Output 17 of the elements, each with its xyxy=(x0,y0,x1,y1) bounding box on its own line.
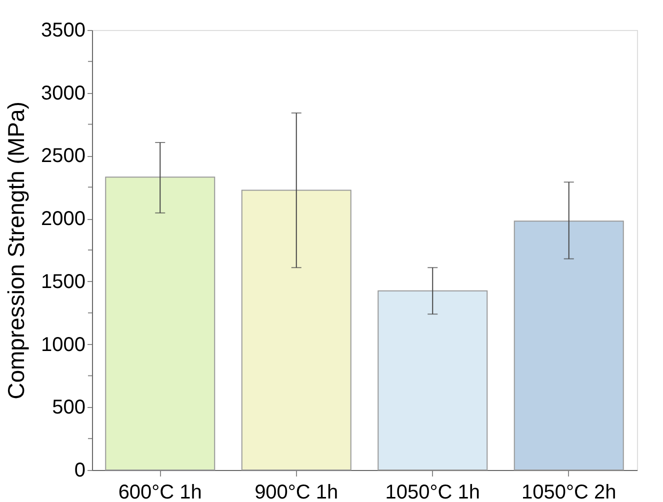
y-tick-label: 3500 xyxy=(41,20,86,42)
bar xyxy=(378,290,488,470)
y-tick-label: 500 xyxy=(52,396,86,419)
x-tick-label: 1050°C 1h xyxy=(385,482,480,502)
bar xyxy=(514,220,624,470)
y-tick-label: 1500 xyxy=(41,270,86,293)
bar xyxy=(105,176,216,470)
bar xyxy=(241,190,352,470)
y-tick-label: 2500 xyxy=(41,145,86,168)
y-axis-title: Compression Strength (MPa) xyxy=(3,102,30,400)
x-tick-label: 900°C 1h xyxy=(254,482,338,502)
x-tick-label: 600°C 1h xyxy=(118,482,202,502)
y-tick-label: 0 xyxy=(74,460,86,482)
y-tick-label: 3000 xyxy=(41,82,86,104)
x-tick-label: 1050°C 2h xyxy=(522,482,616,502)
y-tick-label: 1000 xyxy=(41,334,86,356)
y-tick-label: 2000 xyxy=(41,208,86,230)
